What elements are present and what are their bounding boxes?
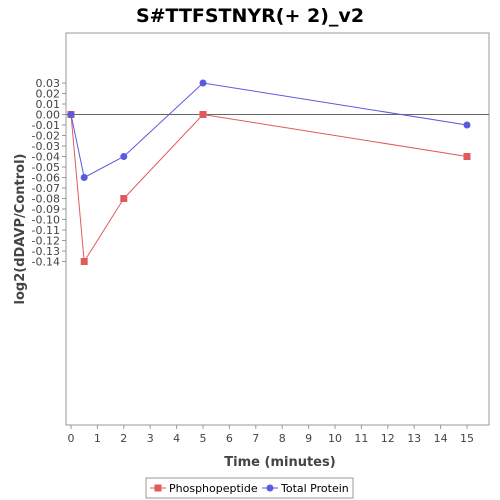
y-tick-label: -0.03 (32, 140, 60, 153)
y-tick-label: -0.14 (32, 256, 60, 269)
data-point-phosphopeptide (120, 195, 128, 202)
y-tick-label: -0.07 (32, 182, 60, 195)
y-tick-label: 0.01 (36, 98, 61, 111)
x-tick-label: 4 (173, 432, 180, 445)
x-tick-label: 8 (279, 432, 286, 445)
y-tick-label: -0.12 (32, 235, 60, 248)
x-tick-label: 2 (120, 432, 127, 445)
y-tick-label: -0.13 (32, 245, 60, 258)
y-tick-label: -0.04 (32, 151, 60, 164)
data-point-phosphopeptide (199, 111, 207, 118)
y-tick-label: -0.05 (32, 161, 60, 174)
y-tick-label: -0.08 (32, 193, 60, 206)
y-tick-label: -0.06 (32, 172, 60, 185)
legend: Phosphopeptide Total Protein (145, 477, 354, 499)
x-axis-label: Time (minutes) (224, 455, 335, 470)
series-layer (67, 79, 471, 265)
y-tick-label: -0.02 (32, 130, 60, 143)
y-tick-label: 0.03 (36, 77, 61, 90)
x-tick-label: 9 (305, 432, 312, 445)
data-point-total-protein (80, 174, 88, 181)
legend-label-total-protein: Total Protein (280, 482, 349, 495)
x-tick-label: 3 (147, 432, 154, 445)
legend-marker-phosphopeptide (154, 484, 162, 492)
data-point-phosphopeptide (463, 153, 471, 160)
data-point-total-protein (199, 79, 207, 87)
x-tick-label: 6 (226, 432, 233, 445)
x-tick-label: 12 (381, 432, 395, 445)
chart-title: S#TTFSTNYR(+ 2)_v2 (136, 5, 364, 27)
y-axis: 0.030.020.010.00-0.01-0.02-0.03-0.04-0.0… (32, 77, 66, 269)
x-tick-label: 0 (68, 432, 75, 445)
data-point-total-protein (67, 111, 75, 118)
y-tick-label: -0.11 (32, 224, 60, 237)
data-point-total-protein (463, 121, 471, 129)
y-tick-label: -0.09 (32, 203, 60, 216)
data-point-phosphopeptide (80, 258, 88, 265)
plot-area (65, 32, 490, 426)
legend-marker-total-protein (266, 484, 274, 492)
x-tick-label: 14 (434, 432, 448, 445)
x-tick-label: 10 (328, 432, 342, 445)
y-tick-label: -0.10 (32, 214, 60, 227)
y-tick-label: 0.00 (36, 109, 61, 122)
data-point-total-protein (120, 153, 128, 160)
x-tick-label: 15 (460, 432, 474, 445)
x-tick-label: 7 (252, 432, 259, 445)
x-tick-label: 13 (407, 432, 421, 445)
y-tick-label: 0.02 (36, 88, 61, 101)
x-axis: 0 1 2 3 4 5 6 7 8 9 10 11 12 13 14 15 (68, 425, 474, 445)
x-tick-label: 1 (94, 432, 101, 445)
legend-label-phosphopeptide: Phosphopeptide (169, 482, 258, 495)
y-tick-label: -0.01 (32, 119, 60, 132)
x-tick-label: 5 (200, 432, 207, 445)
legend-box (145, 477, 354, 499)
y-axis-label: log2(dDAVP/Control) (13, 154, 28, 305)
x-tick-label: 11 (354, 432, 368, 445)
